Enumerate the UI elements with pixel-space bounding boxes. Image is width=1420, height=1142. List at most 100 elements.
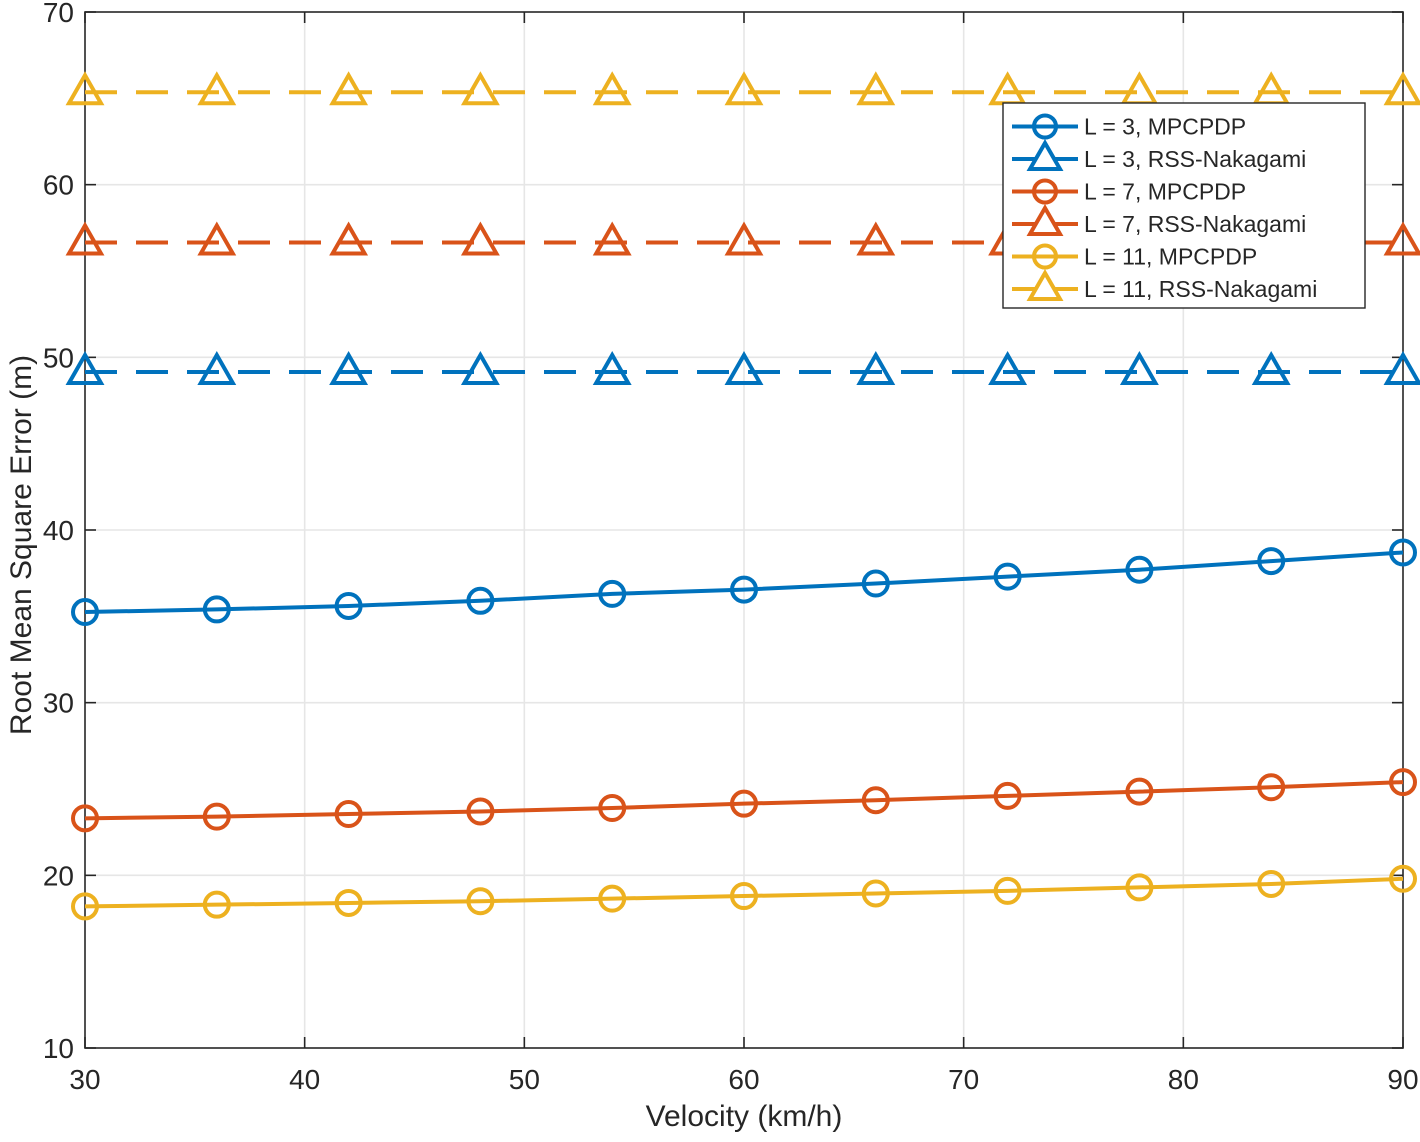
legend-label: L = 3, MPCPDP [1084, 114, 1246, 140]
y-tick-label: 30 [43, 688, 74, 719]
series-line-4 [84, 876, 1404, 909]
circle-marker [71, 598, 99, 627]
triangle-marker [1119, 71, 1159, 106]
circle-marker [598, 579, 627, 608]
legend-label: L = 3, RSS-Nakagami [1084, 146, 1306, 172]
circle-marker [1389, 768, 1417, 797]
series-line-0 [84, 550, 1404, 615]
legend-box [1002, 102, 1366, 309]
y-tick-label: 40 [43, 515, 74, 546]
triangle-marker [460, 221, 500, 256]
y-tick-label: 10 [43, 1033, 74, 1064]
circle-marker [730, 882, 758, 911]
circle-marker [1032, 113, 1058, 140]
legend-label: L = 7, MPCPDP [1084, 179, 1246, 205]
circle-marker [861, 879, 890, 908]
triangle-marker [460, 71, 500, 106]
x-tick-label: 90 [1387, 1064, 1418, 1095]
circle-marker [466, 586, 495, 615]
triangle-marker [65, 221, 105, 256]
triangle-marker [856, 221, 896, 256]
triangle-marker [197, 350, 237, 386]
triangle-marker [460, 350, 500, 386]
circle-marker [1389, 864, 1417, 893]
legend-item: L = 7, MPCPDP [1012, 178, 1246, 205]
circle-marker [993, 781, 1022, 810]
triangle-marker [1119, 350, 1159, 386]
triangle-marker [1026, 203, 1064, 236]
circle-marker [730, 789, 758, 818]
circle-marker [598, 884, 627, 913]
triangle-marker [1026, 268, 1064, 301]
triangle-marker [329, 71, 369, 106]
circle-marker [861, 569, 890, 598]
triangle-marker [1251, 350, 1291, 386]
circle-marker [1257, 869, 1286, 898]
legend-label: L = 7, RSS-Nakagami [1084, 211, 1306, 237]
x-tick-label: 40 [289, 1064, 320, 1095]
y-tick-label: 70 [43, 0, 74, 28]
circle-marker [466, 887, 495, 916]
circle-marker [1257, 773, 1286, 802]
x-tick-label: 70 [948, 1064, 979, 1095]
circle-marker [71, 804, 99, 833]
triangle-marker [592, 71, 632, 106]
triangle-marker [724, 71, 764, 106]
circle-marker [993, 876, 1022, 905]
circle-marker [202, 595, 231, 624]
x-tick-label: 30 [69, 1064, 100, 1095]
legend-item: L = 3, MPCPDP [1012, 113, 1246, 140]
triangle-marker [856, 350, 896, 386]
circle-marker [202, 802, 231, 831]
circle-marker [334, 800, 363, 829]
circle-marker [202, 890, 231, 919]
legend-item: L = 11, MPCPDP [1012, 243, 1257, 270]
triangle-marker [988, 350, 1028, 386]
y-tick-label: 20 [43, 860, 74, 891]
legend-item: L = 3, RSS-Nakagami [1012, 138, 1306, 172]
triangle-marker [1026, 138, 1064, 171]
triangle-marker [65, 71, 105, 106]
x-tick-label: 50 [509, 1064, 540, 1095]
series-line-2 [84, 780, 1404, 821]
legend-label: L = 11, MPCPDP [1084, 244, 1257, 270]
x-tick-label: 80 [1168, 1064, 1199, 1095]
circle-marker [993, 562, 1022, 591]
triangle-marker [592, 221, 632, 256]
triangle-marker [856, 71, 896, 106]
circle-marker [1125, 777, 1154, 806]
y-axis-label: Root Mean Square Error (m) [5, 355, 38, 735]
triangle-marker [329, 221, 369, 256]
triangle-marker [988, 71, 1028, 106]
triangle-marker [1251, 71, 1291, 106]
triangle-marker [65, 350, 105, 386]
triangle-marker [724, 350, 764, 386]
circle-marker [1032, 243, 1058, 270]
legend-item: L = 11, RSS-Nakagami [1012, 268, 1317, 302]
circle-marker [861, 786, 890, 815]
x-tick-label: 60 [728, 1064, 759, 1095]
y-tick-label: 60 [43, 170, 74, 201]
circle-marker [1125, 555, 1154, 584]
legend-label: L = 11, RSS-Nakagami [1084, 276, 1317, 302]
circle-marker [466, 797, 495, 826]
circle-marker [1389, 538, 1417, 567]
legend: L = 3, MPCPDP L = 3, RSS-Nakagami L = 7, M… [1002, 102, 1366, 309]
circle-marker [730, 575, 758, 604]
axis-ticks [84, 11, 1404, 1049]
circle-marker [1257, 547, 1286, 576]
triangle-marker [197, 221, 237, 256]
tick-labels: 30 40 50 60 70 80 90 10 20 30 40 50 60 70 [43, 0, 1419, 1095]
triangle-marker [1383, 350, 1420, 386]
y-tick-label: 50 [43, 342, 74, 373]
triangle-marker [592, 350, 632, 386]
circle-marker [598, 793, 627, 822]
triangle-marker [1383, 221, 1420, 256]
triangle-marker [329, 350, 369, 386]
legend-item: L = 7, RSS-Nakagami [1012, 203, 1306, 237]
triangle-marker [197, 71, 237, 106]
circle-marker [334, 591, 363, 620]
circle-marker [334, 888, 363, 917]
